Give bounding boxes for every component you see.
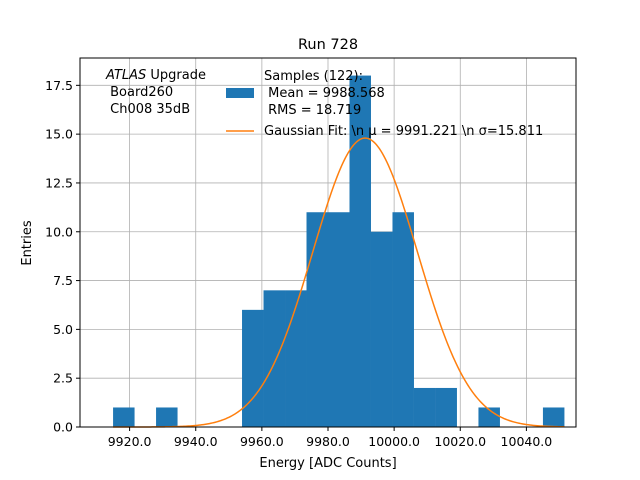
histogram-bar xyxy=(156,407,178,427)
histogram-bar xyxy=(542,407,565,427)
y-tick-label: 17.5 xyxy=(45,78,73,93)
x-tick-label: 9920.0 xyxy=(108,434,152,449)
histogram-bar xyxy=(478,407,500,427)
annotation-line-2: Board260 xyxy=(106,85,173,100)
y-tick-label: 12.5 xyxy=(45,175,73,190)
y-tick-label: 5.0 xyxy=(53,322,73,337)
histogram-bar xyxy=(435,387,457,427)
x-axis-label: Energy [ADC Counts] xyxy=(259,456,396,471)
legend-fit-label: Gaussian Fit: \n μ = 9991.221 \n σ=15.81… xyxy=(264,124,543,139)
y-tick-label: 7.5 xyxy=(53,273,73,288)
histogram-bar xyxy=(328,212,350,427)
histogram-bar xyxy=(242,309,264,427)
x-axis-ticks: 9920.0 9940.0 9960.0 9980.0 10000.0 10020.0 10… xyxy=(108,427,553,449)
annotation-line-3: Ch008 35dB xyxy=(106,102,190,117)
y-tick-label: 0.0 xyxy=(53,420,73,435)
legend-samples-line-3: RMS = 18.719 xyxy=(264,103,361,118)
histogram-bars xyxy=(113,75,565,428)
y-tick-label: 10.0 xyxy=(45,224,73,239)
histogram-bar xyxy=(263,290,286,427)
histogram-bar xyxy=(370,231,393,427)
chart-title: Run 728 xyxy=(298,37,358,53)
x-tick-label: 10000.0 xyxy=(368,434,420,449)
x-tick-label: 10040.0 xyxy=(501,434,553,449)
y-tick-label: 15.0 xyxy=(45,127,73,142)
x-tick-label: 9980.0 xyxy=(306,434,350,449)
gaussian-fit-curve xyxy=(113,137,565,428)
x-tick-label: 10020.0 xyxy=(434,434,486,449)
histogram-bar xyxy=(285,290,307,427)
x-tick-label: 9940.0 xyxy=(174,434,218,449)
histogram-bar xyxy=(349,75,371,428)
y-axis-ticks: 0.0 2.5 5.0 7.5 10.0 12.5 15.0 17.5 xyxy=(45,78,80,435)
histogram-bar xyxy=(113,407,135,427)
legend: Samples (122): Mean = 9988.568 RMS = 18.… xyxy=(226,69,543,139)
histogram-bar xyxy=(392,212,414,427)
y-axis-label: Entries xyxy=(20,220,35,266)
legend-samples-line-1: Samples (122): xyxy=(264,69,363,84)
legend-swatch-samples xyxy=(226,88,254,98)
y-tick-label: 2.5 xyxy=(53,371,73,386)
atlas-annotation: ATLAS Upgrade Board260 Ch008 35dB xyxy=(105,68,206,117)
legend-samples-line-2: Mean = 9988.568 xyxy=(264,86,385,101)
histogram-bar xyxy=(306,212,328,427)
x-tick-label: 9960.0 xyxy=(240,434,284,449)
histogram-bar xyxy=(413,387,436,427)
annotation-line-1: ATLAS Upgrade xyxy=(105,68,206,83)
